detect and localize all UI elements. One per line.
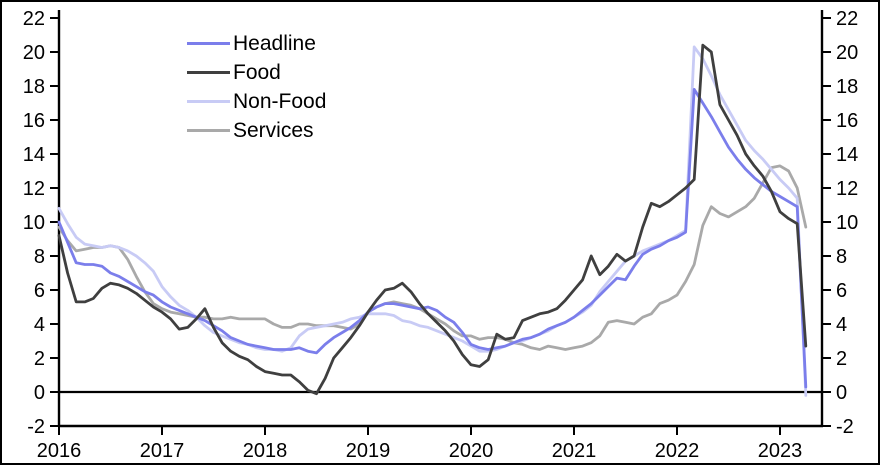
left-y-tick-label: 14 — [23, 144, 45, 166]
x-tick-label: 2021 — [552, 440, 597, 462]
legend-label: Food — [233, 61, 281, 84]
legend-item-food: Food — [187, 61, 326, 84]
left-y-tick-label: 6 — [34, 280, 45, 302]
left-y-tick-label: 22 — [23, 8, 45, 30]
left-y-tick-label: 16 — [23, 110, 45, 132]
right-y-tick-label: 6 — [836, 280, 847, 302]
x-tick-label: 2020 — [449, 440, 494, 462]
right-y-tick-label: 16 — [836, 110, 858, 132]
left-y-tick-label: 8 — [34, 246, 45, 268]
legend-label: Non-Food — [233, 90, 327, 113]
right-y-tick-label: 10 — [836, 212, 858, 234]
legend-item-non-food: Non-Food — [187, 90, 326, 113]
x-tick-label: 2016 — [37, 440, 82, 462]
right-y-tick-label: -2 — [836, 416, 854, 438]
x-tick-label: 2019 — [346, 440, 391, 462]
left-y-tick-label: 12 — [23, 178, 45, 200]
x-tick-label: 2023 — [758, 440, 803, 462]
left-y-tick-label: 2 — [34, 348, 45, 370]
series-line-headline — [57, 88, 808, 389]
chart-legend: Headline Food Non-Food Services — [187, 32, 326, 142]
legend-label: Services — [233, 119, 314, 142]
left-y-tick-label: 18 — [23, 76, 45, 98]
left-y-tick-label: 10 — [23, 212, 45, 234]
legend-item-headline: Headline — [187, 32, 326, 55]
left-y-tick-label: 20 — [23, 42, 45, 64]
x-tick-label: 2022 — [655, 440, 700, 462]
legend-swatch-headline — [187, 42, 230, 45]
legend-swatch-food — [187, 71, 230, 74]
series-line-services — [57, 164, 808, 351]
left-y-tick-label: -2 — [27, 416, 45, 438]
right-y-tick-label: 18 — [836, 76, 858, 98]
left-y-tick-label: 0 — [34, 382, 45, 404]
legend-item-services: Services — [187, 119, 326, 142]
right-y-tick-label: 12 — [836, 178, 858, 200]
right-y-tick-label: 20 — [836, 42, 858, 64]
right-y-tick-label: 22 — [836, 8, 858, 30]
right-y-tick-label: 14 — [836, 144, 858, 166]
legend-swatch-services — [187, 129, 230, 132]
right-y-tick-label: 4 — [836, 314, 847, 336]
legend-swatch-non-food — [187, 100, 230, 103]
series-line-non-food — [57, 45, 808, 397]
right-y-tick-label: 0 — [836, 382, 847, 404]
x-tick-label: 2018 — [243, 440, 288, 462]
left-y-tick-label: 4 — [34, 314, 45, 336]
series-line-food — [57, 43, 808, 396]
x-tick-label: 2017 — [140, 440, 185, 462]
legend-label: Headline — [233, 32, 316, 55]
right-y-tick-label: 2 — [836, 348, 847, 370]
right-y-tick-label: 8 — [836, 246, 847, 268]
